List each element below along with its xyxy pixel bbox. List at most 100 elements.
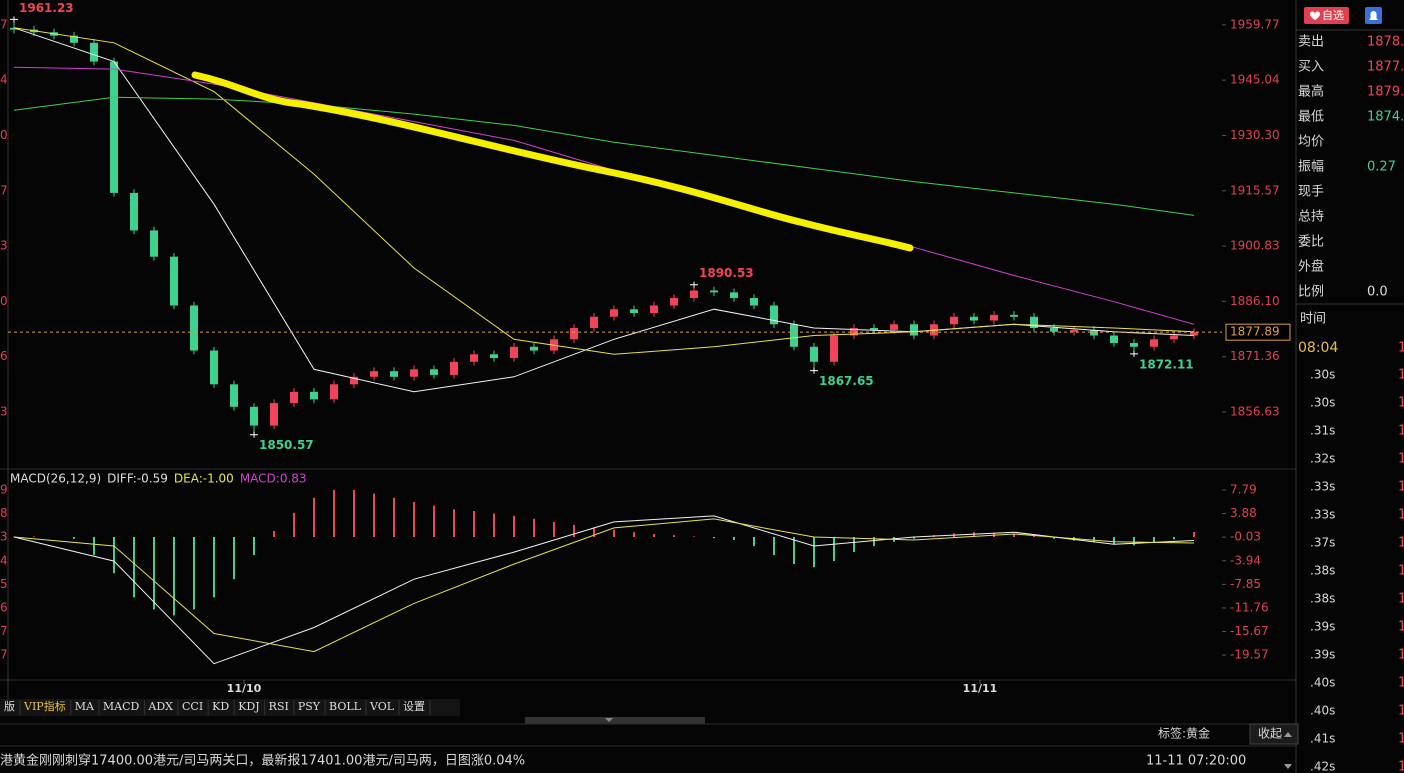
tag-label: 标签:黄金: [1158, 726, 1210, 741]
y-tick-label: -3.94: [1230, 553, 1261, 567]
collapse-button[interactable]: [1249, 723, 1299, 745]
candle-body: [730, 292, 738, 298]
indicator-tab[interactable]: VIP指标: [23, 699, 66, 713]
extreme-label: 1890.53: [699, 266, 754, 280]
quote-label: 卖出: [1298, 35, 1324, 50]
candle-body: [1170, 335, 1178, 340]
cut-tick-label: 8: [0, 506, 8, 520]
tick-time: .33s: [1310, 480, 1335, 494]
watchlist-label[interactable]: 自选: [1322, 9, 1344, 22]
candle-body: [1130, 343, 1138, 347]
tick-price: 1: [1398, 396, 1404, 411]
tick-price: 1: [1398, 536, 1404, 551]
candle-body: [950, 316, 958, 325]
tick-price: 1: [1398, 341, 1404, 356]
cut-tick-label: 7: [0, 183, 8, 197]
candle-body: [130, 192, 138, 231]
tick-time: .33s: [1310, 508, 1335, 522]
indicator-tab[interactable]: CCI: [182, 700, 203, 713]
indicator-tab[interactable]: BOLL: [329, 700, 362, 713]
candle-body: [310, 391, 318, 400]
tick-time: .41s: [1310, 732, 1335, 746]
y-tick-label: -19.57: [1230, 648, 1269, 662]
candle-body: [990, 314, 998, 321]
quote-value: 0.0: [1367, 285, 1388, 300]
extreme-label: 1850.57: [259, 438, 314, 452]
indicator-tab[interactable]: KDJ: [238, 700, 259, 713]
indicator-tab[interactable]: VOL: [369, 700, 395, 713]
y-tick-label: 1856.63: [1230, 404, 1280, 418]
y-tick-label: 1915.57: [1230, 183, 1280, 197]
cut-tick-label: 0: [0, 294, 8, 308]
candle-body: [870, 328, 878, 330]
candle-body: [450, 361, 458, 375]
candle-body: [1150, 339, 1158, 347]
time-header: 时间: [1300, 312, 1326, 327]
quote-label: 振幅: [1298, 160, 1324, 175]
indicator-tab[interactable]: RSI: [269, 700, 289, 713]
indicator-tab[interactable]: 设置: [403, 700, 425, 713]
y-tick-label: -7.85: [1230, 577, 1261, 591]
y-tick-label: 1945.04: [1230, 73, 1280, 87]
candle-body: [190, 305, 198, 351]
scrollbar[interactable]: [525, 717, 705, 724]
candle-body: [170, 256, 178, 306]
candle-body: [830, 335, 838, 362]
candle-body: [610, 309, 618, 317]
cut-tick-label: 6: [0, 600, 8, 614]
tick-time: .40s: [1310, 704, 1335, 718]
tab-bar: [0, 699, 460, 716]
tick-price: 1: [1398, 452, 1404, 467]
candle-body: [490, 354, 498, 359]
news-ticker[interactable]: 港黄金刚刚刺穿17400.00港元/司马两关口，最新报17401.00港元/司马…: [0, 753, 525, 769]
indicator-tab[interactable]: 版: [4, 699, 15, 713]
indicator-tab[interactable]: PSY: [298, 700, 321, 713]
tick-time: .38s: [1310, 592, 1335, 606]
tick-price: 1: [1398, 424, 1404, 439]
tick-price: 1: [1398, 508, 1404, 523]
last-price-label: 1877.89: [1230, 325, 1280, 339]
indicator-tab[interactable]: MA: [75, 700, 95, 713]
indicator-tab[interactable]: KD: [212, 700, 229, 713]
cut-tick-label: 5: [0, 577, 8, 591]
indicator-header: DIFF:-0.59: [107, 472, 168, 486]
indicator-tab[interactable]: MACD: [103, 700, 140, 713]
tick-time: .39s: [1310, 620, 1335, 634]
y-tick-label: -11.76: [1230, 600, 1269, 614]
heart-icon: [1310, 11, 1320, 20]
collapse-label[interactable]: 收起: [1258, 727, 1282, 741]
indicator-tab[interactable]: ADX: [147, 700, 173, 713]
candle-body: [510, 346, 518, 359]
tick-time: .31s: [1310, 424, 1335, 438]
last-price-box: [1225, 323, 1291, 341]
y-tick-label: -0.03: [1230, 530, 1261, 544]
extreme-marker: [810, 367, 818, 374]
cut-tick-label: 3: [0, 530, 8, 544]
candle-body: [230, 384, 238, 407]
cut-tick-label: 7: [0, 17, 8, 31]
candle-body: [650, 305, 658, 314]
candle-body: [290, 391, 298, 404]
drawn-trendline[interactable]: [191, 71, 914, 252]
candle-body: [750, 297, 758, 306]
ticker-arrow[interactable]: [1284, 764, 1292, 769]
tick-time: .40s: [1310, 676, 1335, 690]
candle-body: [1190, 332, 1198, 336]
indicator-line: [13, 515, 1195, 665]
quote-value: 1874.9: [1367, 110, 1404, 125]
y-tick-label: 1900.83: [1230, 239, 1280, 253]
quote-value: 0.27: [1367, 160, 1396, 175]
candle-body: [1090, 329, 1098, 336]
candle-body: [470, 354, 478, 362]
extreme-marker: [250, 431, 258, 438]
indicator-line: [13, 96, 1195, 216]
candle-body: [1030, 316, 1038, 329]
y-tick-label: 1930.30: [1230, 128, 1280, 142]
quote-label: 总持: [1298, 210, 1324, 225]
tick-time: .32s: [1310, 452, 1335, 466]
cut-tick-label: 0: [0, 128, 8, 142]
candle-body: [1110, 335, 1118, 344]
